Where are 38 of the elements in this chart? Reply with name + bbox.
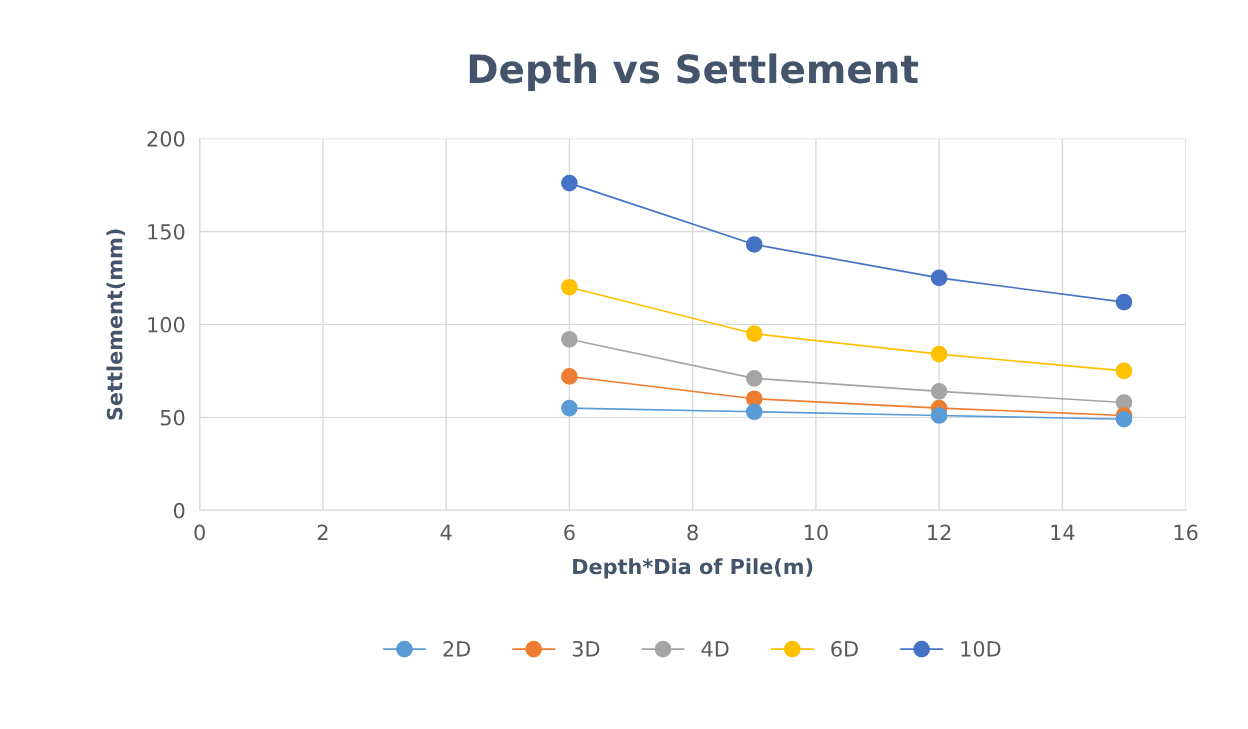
point	[745, 236, 763, 253]
legend-label: 10D	[961, 640, 1001, 657]
legend-label: 4D	[701, 641, 729, 657]
x-tick-label: 10	[804, 524, 828, 541]
legend-label: 6D	[831, 640, 858, 657]
legend-label: 3D	[572, 640, 600, 657]
y-tick-label: 150	[148, 223, 185, 240]
x-tick-label: 0	[194, 524, 205, 541]
legend-label: 2D	[443, 640, 470, 657]
point	[930, 382, 948, 400]
point	[1115, 362, 1133, 380]
y-tick-label: 0	[173, 502, 185, 519]
point	[745, 369, 763, 387]
point	[561, 174, 578, 192]
point	[1115, 293, 1133, 311]
point	[561, 278, 578, 296]
x-tick-label: 16	[1174, 524, 1198, 541]
point	[930, 407, 948, 424]
y-tick-label: 200	[147, 130, 185, 147]
point	[930, 345, 948, 363]
y-tick-label: 50	[160, 409, 185, 426]
point	[745, 403, 763, 421]
x-tick-label: 2	[317, 524, 328, 541]
point	[930, 269, 948, 287]
x-axis-title: Depth*Dia of Pile(m)	[573, 558, 813, 579]
point	[561, 368, 578, 385]
point	[745, 325, 763, 343]
x-tick-label: 8	[687, 524, 698, 541]
chart-title: Depth vs Settlement	[469, 53, 919, 92]
x-tick-label: 12	[928, 524, 951, 541]
x-tick-label: 14	[1051, 524, 1075, 541]
x-tick-label: 6	[564, 524, 575, 541]
x-tick-label: 4	[440, 524, 452, 541]
point	[561, 330, 578, 348]
y-tick-label: 100	[148, 316, 185, 333]
y-axis-title: Settlement(mm)	[106, 229, 125, 420]
point	[561, 399, 578, 417]
point	[1115, 410, 1133, 428]
